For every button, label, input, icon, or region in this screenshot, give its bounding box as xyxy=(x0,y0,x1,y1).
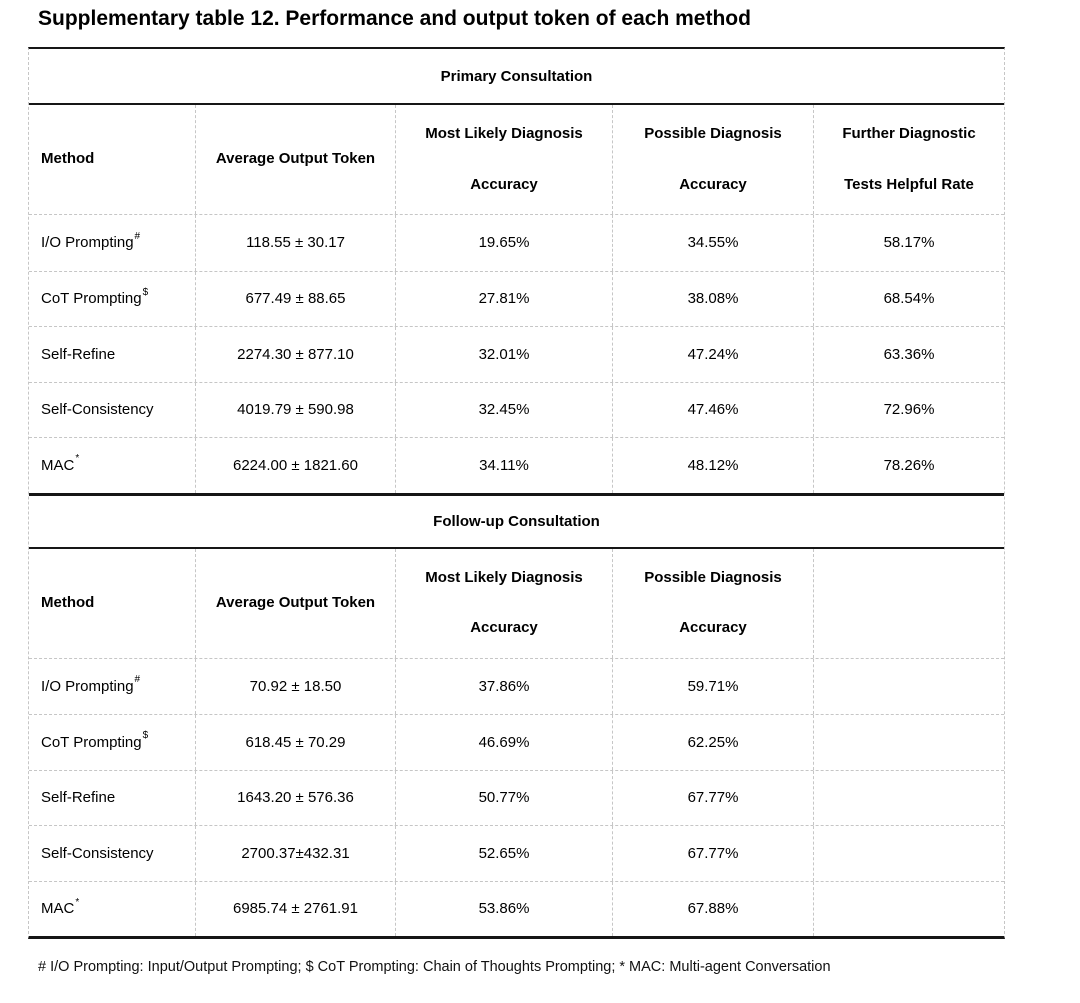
header-cell-possible-diagnosis: Possible Diagnosis Accuracy xyxy=(612,548,813,658)
most-likely-accuracy-cell: 27.81% xyxy=(395,271,612,326)
further-tests-cell: 63.36% xyxy=(813,327,1004,382)
most-likely-accuracy-cell: 53.86% xyxy=(395,881,612,936)
table-row: I/O Prompting # 118.55 ± 30.17 19.65% 34.… xyxy=(29,215,1004,271)
table-row: MAC * 6985.74 ± 2761.91 53.86% 67.88% xyxy=(29,880,1004,936)
possible-accuracy-cell: 38.08% xyxy=(612,271,813,326)
most-likely-accuracy-cell: 32.45% xyxy=(395,382,612,437)
possible-accuracy-cell: 67.77% xyxy=(612,770,813,825)
most-likely-accuracy-cell: 37.86% xyxy=(395,658,612,714)
avg-output-token-cell: 6985.74 ± 2761.91 xyxy=(195,881,395,936)
method-cell: Self-Refine xyxy=(29,771,195,826)
header-cell-possible-diagnosis: Possible Diagnosis Accuracy xyxy=(612,105,813,214)
method-label: Self-Refine xyxy=(41,345,116,363)
method-label: I/O Prompting xyxy=(41,677,134,695)
possible-accuracy-cell: 34.55% xyxy=(612,215,813,271)
method-cell: CoT Prompting $ xyxy=(41,730,149,751)
method-cell: Self-Consistency xyxy=(29,383,195,438)
method-label: I/O Prompting xyxy=(41,234,134,252)
avg-output-token-cell: 4019.79 ± 590.98 xyxy=(195,382,395,437)
method-label: CoT Prompting xyxy=(41,733,142,751)
possible-accuracy-cell: 47.24% xyxy=(612,327,813,382)
further-tests-cell: 68.54% xyxy=(813,271,1004,326)
most-likely-accuracy-cell: 34.11% xyxy=(395,438,612,493)
table-row: Self-Consistency 2700.37±432.31 52.65% 6… xyxy=(29,825,1004,881)
header-cell-method: Method xyxy=(41,150,95,168)
method-cell: CoT Prompting $ xyxy=(41,286,149,308)
empty-cell xyxy=(813,658,1004,714)
header-cell-method: Method xyxy=(41,593,95,611)
possible-accuracy-cell: 59.71% xyxy=(612,658,813,714)
section-header-primary: Primary Consultation xyxy=(29,49,1004,105)
method-label: MAC xyxy=(41,456,75,474)
method-cell: Self-Consistency xyxy=(29,826,195,881)
avg-output-token-cell: 6224.00 ± 1821.60 xyxy=(195,438,395,493)
avg-output-token-cell: 2700.37±432.31 xyxy=(195,826,395,881)
method-cell: Self-Refine xyxy=(29,327,195,382)
header-cell-avg-output-token: Average Output Token xyxy=(195,105,395,214)
table-row: Self-Refine 1643.20 ± 576.36 50.77% 67.7… xyxy=(29,769,1004,826)
possible-accuracy-cell: 67.77% xyxy=(612,826,813,881)
most-likely-accuracy-cell: 19.65% xyxy=(395,215,612,271)
avg-output-token-cell: 1643.20 ± 576.36 xyxy=(195,770,395,825)
performance-table: Primary Consultation Method Average Outp… xyxy=(28,47,1005,939)
header-row-primary: Method Average Output Token Most Likely … xyxy=(29,105,1004,215)
method-cell: MAC * xyxy=(41,896,80,918)
empty-cell xyxy=(813,881,1004,936)
possible-accuracy-cell: 67.88% xyxy=(612,881,813,936)
most-likely-accuracy-cell: 46.69% xyxy=(395,715,612,770)
possible-accuracy-cell: 48.12% xyxy=(612,438,813,493)
possible-accuracy-cell: 62.25% xyxy=(612,715,813,770)
method-label: Self-Consistency xyxy=(41,844,154,862)
empty-cell xyxy=(813,770,1004,825)
table-row: CoT Prompting $ 677.49 ± 88.65 27.81% 38.… xyxy=(29,270,1004,326)
method-cell: I/O Prompting # xyxy=(41,674,141,695)
table-row: Self-Consistency 4019.79 ± 590.98 32.45%… xyxy=(29,381,1004,438)
footnote: # I/O Prompting: Input/Output Prompting;… xyxy=(38,959,831,975)
method-label: CoT Prompting xyxy=(41,290,142,308)
method-cell: I/O Prompting # xyxy=(41,230,141,252)
most-likely-accuracy-cell: 52.65% xyxy=(395,826,612,881)
header-cell-avg-output-token: Average Output Token xyxy=(195,548,395,658)
avg-output-token-cell: 70.92 ± 18.50 xyxy=(195,658,395,714)
further-tests-cell: 78.26% xyxy=(813,438,1004,493)
method-label: Self-Refine xyxy=(41,789,116,807)
table-row: CoT Prompting $ 618.45 ± 70.29 46.69% 62.… xyxy=(29,714,1004,770)
empty-cell xyxy=(813,826,1004,881)
further-tests-cell: 58.17% xyxy=(813,215,1004,271)
method-label: MAC xyxy=(41,900,75,918)
table-row: I/O Prompting # 70.92 ± 18.50 37.86% 59.7… xyxy=(29,658,1004,714)
most-likely-accuracy-cell: 50.77% xyxy=(395,770,612,825)
avg-output-token-cell: 2274.30 ± 877.10 xyxy=(195,327,395,382)
most-likely-accuracy-cell: 32.01% xyxy=(395,327,612,382)
method-label: Self-Consistency xyxy=(41,401,154,419)
table-row: MAC * 6224.00 ± 1821.60 34.11% 48.12% 78.… xyxy=(29,437,1004,493)
header-cell-most-likely-diagnosis: Most Likely Diagnosis Accuracy xyxy=(395,105,612,214)
header-cell-further-diagnostic: Further Diagnostic Tests Helpful Rate xyxy=(813,105,1004,214)
empty-cell xyxy=(813,715,1004,770)
table-row: Self-Refine 2274.30 ± 877.10 32.01% 47.2… xyxy=(29,326,1004,382)
further-tests-cell: 72.96% xyxy=(813,382,1004,437)
avg-output-token-cell: 118.55 ± 30.17 xyxy=(195,215,395,271)
method-cell: MAC * xyxy=(41,453,80,474)
possible-accuracy-cell: 47.46% xyxy=(612,382,813,437)
header-cell-most-likely-diagnosis: Most Likely Diagnosis Accuracy xyxy=(395,548,612,658)
header-cell-empty xyxy=(813,548,1004,658)
page-title: Supplementary table 12. Performance and … xyxy=(38,7,751,30)
section-header-followup: Follow-up Consultation xyxy=(29,492,1004,549)
avg-output-token-cell: 677.49 ± 88.65 xyxy=(195,271,395,326)
header-row-followup: Method Average Output Token Most Likely … xyxy=(29,548,1004,659)
avg-output-token-cell: 618.45 ± 70.29 xyxy=(195,715,395,770)
